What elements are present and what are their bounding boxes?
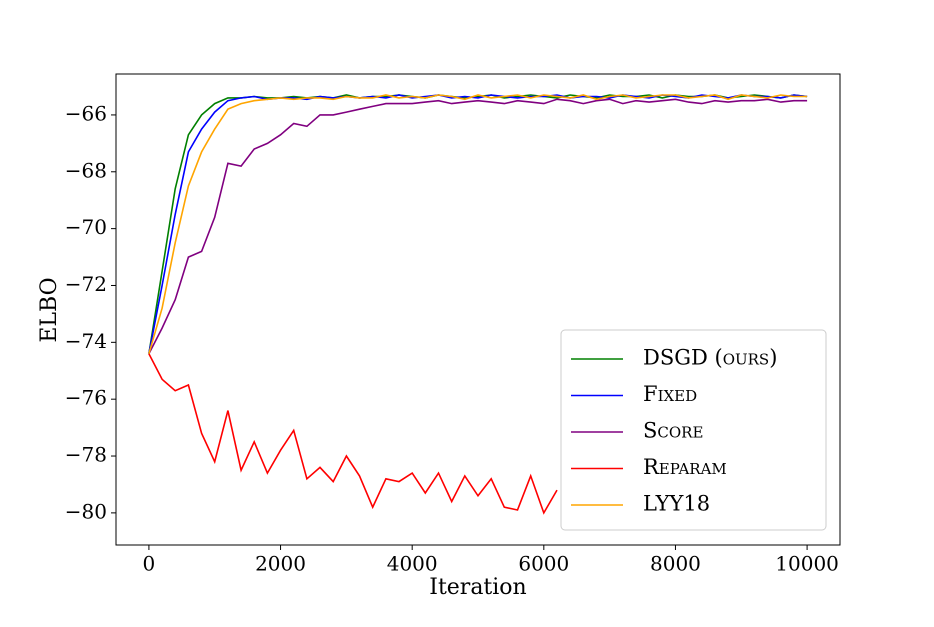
- y-tick-label: −80: [65, 499, 107, 523]
- series-line: [148, 98, 808, 355]
- y-tick-label: −72: [65, 272, 107, 296]
- y-tick-label: −66: [65, 101, 107, 125]
- y-tick-label: −76: [65, 386, 107, 410]
- x-tick-label: 6000: [518, 552, 569, 576]
- x-tick-label: 10000: [775, 552, 839, 576]
- legend-label: DSGD (ours): [643, 346, 777, 370]
- legend-label: Reparam: [643, 455, 727, 479]
- y-tick-label: −70: [65, 215, 107, 239]
- legend-label: Fixed: [643, 382, 697, 406]
- y-axis-label: ELBO: [37, 277, 62, 342]
- x-tick-label: 0: [143, 552, 156, 576]
- x-axis-label: Iteration: [429, 575, 526, 600]
- x-tick-label: 2000: [255, 552, 306, 576]
- series-line: [148, 94, 808, 354]
- series-line: [148, 94, 808, 354]
- plot-frame: [115, 73, 841, 546]
- series-line: [148, 353, 558, 515]
- y-tick-label: −78: [65, 443, 107, 467]
- y-tick-label: −74: [65, 329, 107, 353]
- y-tick-label: −68: [65, 158, 107, 182]
- legend-box: [560, 329, 827, 531]
- legend-label: LYY18: [643, 492, 710, 516]
- series-line: [148, 94, 808, 354]
- legend-label: Score: [643, 419, 703, 443]
- x-tick-label: 4000: [387, 552, 438, 576]
- x-tick-label: 8000: [650, 552, 701, 576]
